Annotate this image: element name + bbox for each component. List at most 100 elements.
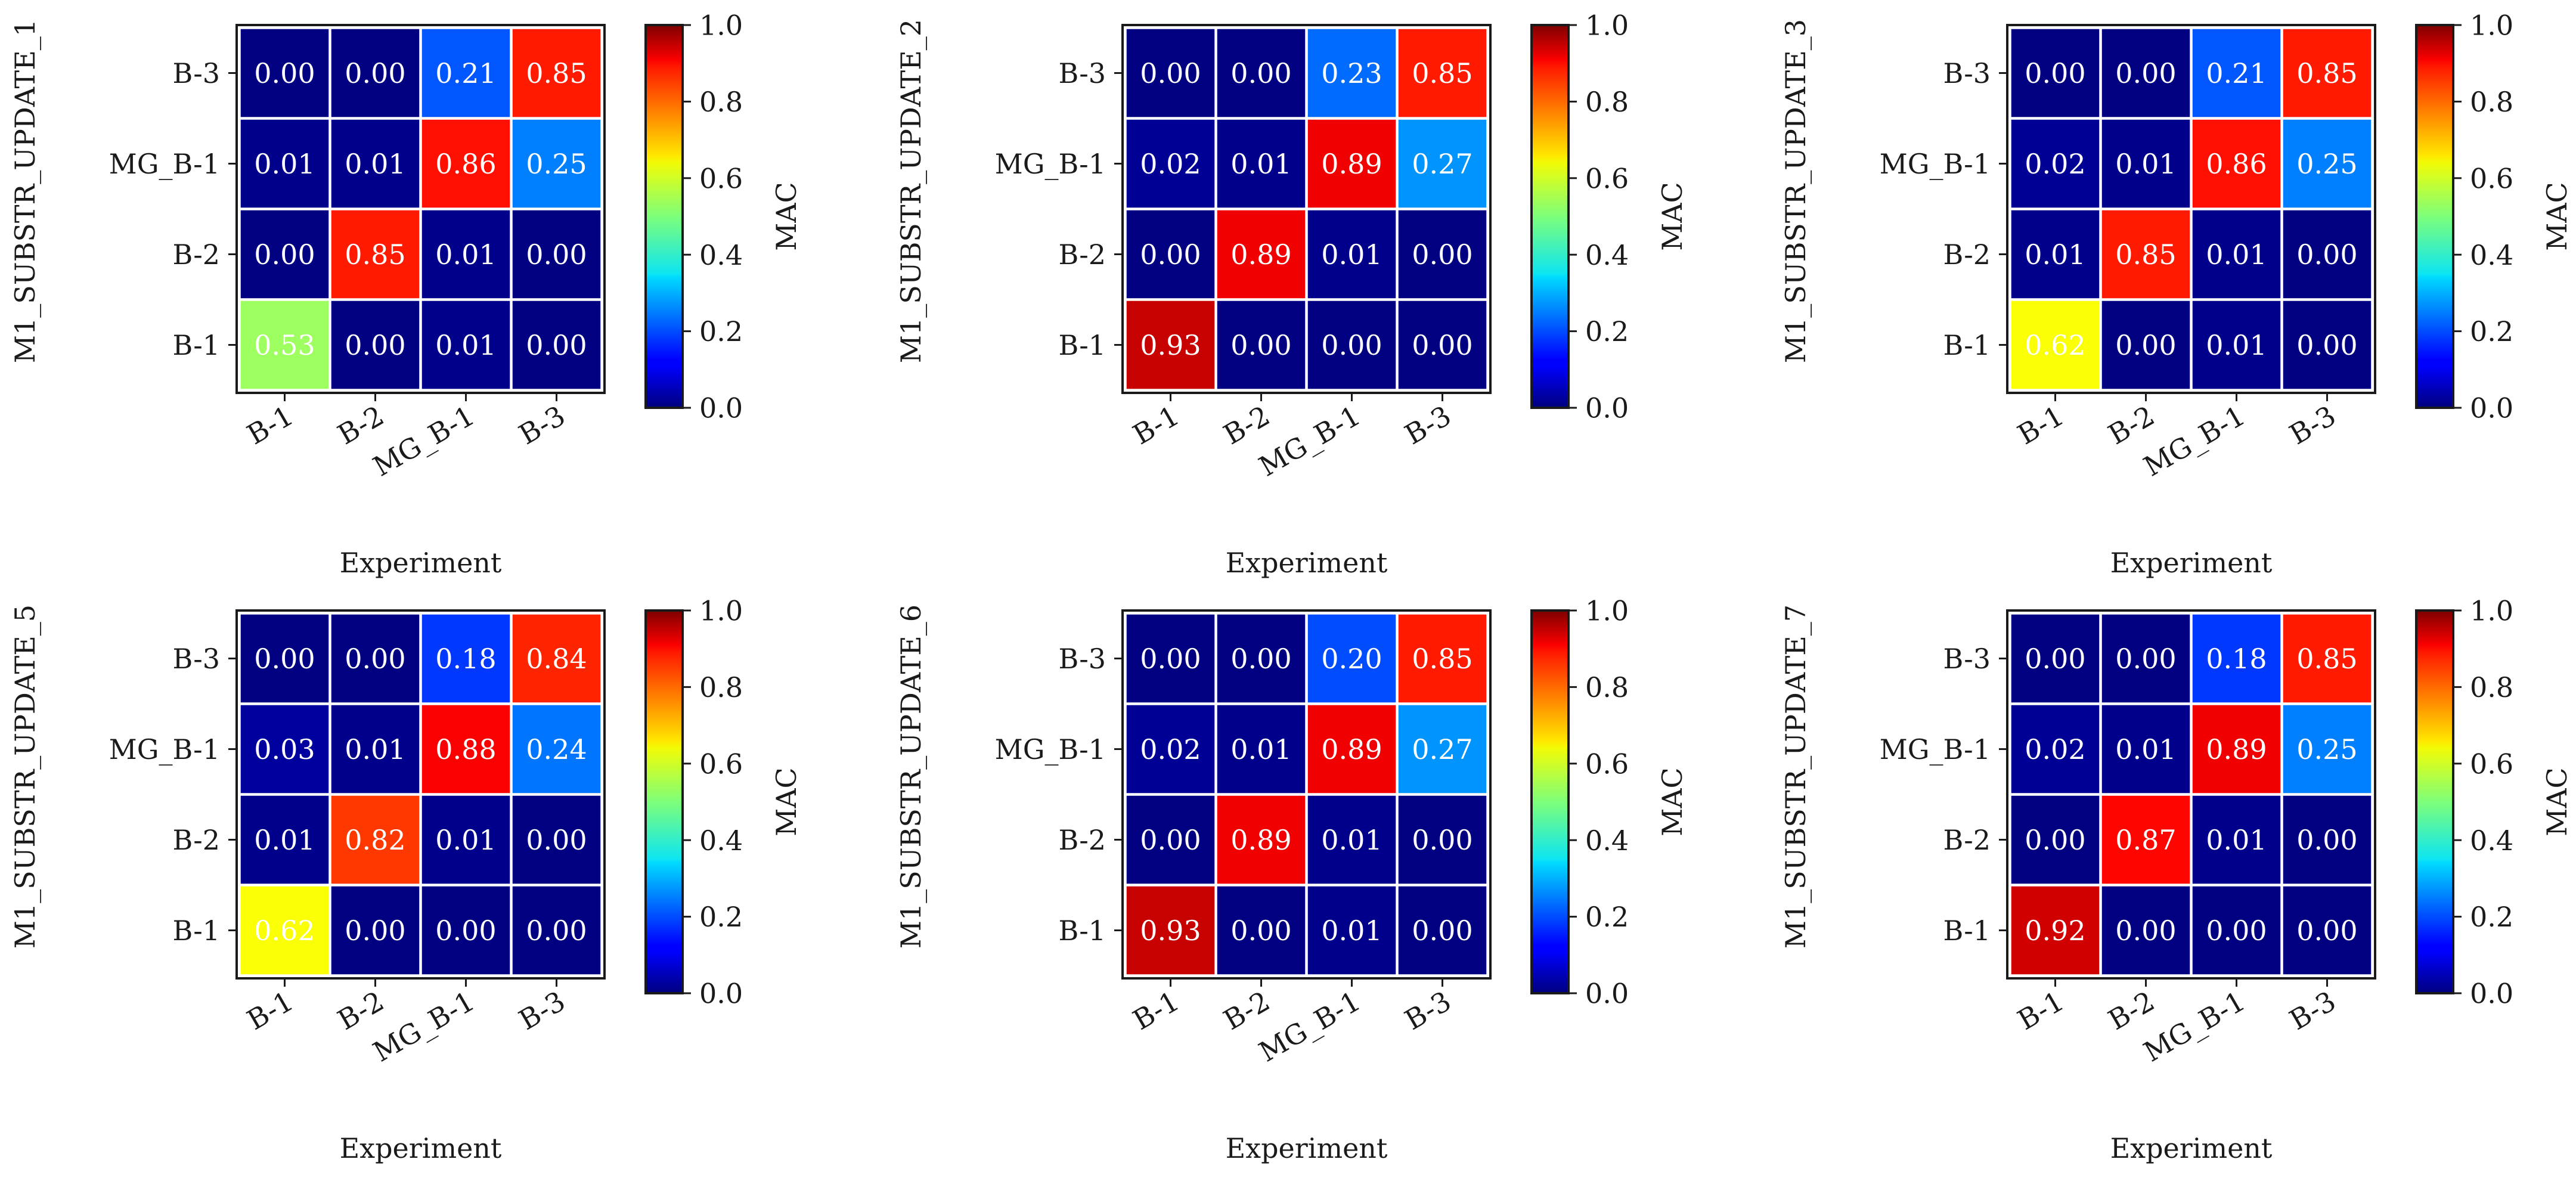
heatmap-cell	[2283, 210, 2372, 299]
cell-value-label: 0.25	[526, 148, 587, 180]
cell-value-label: 0.00	[526, 915, 587, 947]
heatmap-cell	[2192, 795, 2281, 884]
cell-value-label: 0.00	[2025, 643, 2085, 675]
y-tick-label: B-2	[1943, 238, 1991, 271]
y-tick-label: B-3	[173, 643, 220, 675]
cell-value-label: 0.00	[345, 643, 405, 675]
heatmap-cell	[2101, 705, 2190, 794]
cell-value-label: 0.01	[2115, 733, 2176, 765]
heatmap-cell	[1307, 29, 1396, 117]
cell-value-label: 0.00	[345, 915, 405, 947]
colorbar-tick-label: 0.6	[1585, 748, 1629, 780]
x-axis-title: Experiment	[340, 1132, 502, 1164]
y-tick-label: B-1	[1943, 329, 1991, 361]
y-tick-label: MG_B-1	[109, 733, 220, 765]
y-axis-title: M1_SUBSTR_UPDATE_5	[9, 605, 41, 949]
heatmap-cell	[240, 29, 329, 117]
cell-value-label: 0.00	[1140, 238, 1201, 271]
heatmap-cell	[512, 795, 601, 884]
y-tick-label: MG_B-1	[109, 148, 220, 180]
heatmap-cell	[2011, 795, 2100, 884]
heatmap-cell	[1217, 119, 1306, 208]
y-tick-label: MG_B-1	[1880, 733, 1991, 765]
cell-value-label: 0.00	[435, 915, 496, 947]
colorbar-title: MAC	[2541, 182, 2573, 251]
cell-value-label: 0.00	[1140, 643, 1201, 675]
x-tick-label: B-2	[1218, 399, 1275, 451]
cell-value-label: 0.01	[435, 824, 496, 856]
cell-value-label: 0.89	[1321, 148, 1382, 180]
x-tick-label: B-2	[1218, 985, 1275, 1036]
cell-value-label: 0.01	[345, 148, 405, 180]
colorbar	[2415, 609, 2454, 994]
x-tick-label: B-1	[1127, 985, 1185, 1036]
heatmap-cell	[240, 705, 329, 794]
y-tick-label: B-1	[173, 329, 220, 361]
heatmap-panel-2: 0.93 0.00 0.00 0.000.00 0.89 0.01 0.000.02 0.01…	[895, 10, 1688, 579]
heatmap-cell	[2283, 614, 2372, 703]
cell-value-label: 0.00	[2115, 915, 2176, 947]
cell-value-label: 0.27	[1412, 733, 1473, 765]
cell-value-label: 0.00	[1412, 915, 1473, 947]
cell-value-label: 0.00	[2025, 824, 2085, 856]
colorbar-tick-label: 0.8	[699, 671, 743, 703]
heatmap-cell	[1307, 886, 1396, 975]
colorbar-tick-label: 0.2	[1585, 315, 1629, 348]
colorbar	[644, 24, 684, 409]
cell-value-label: 0.27	[1412, 148, 1473, 180]
heatmap-cell	[421, 795, 510, 884]
heatmap-cell	[1307, 795, 1396, 884]
heatmap-cell	[2011, 705, 2100, 794]
heatmap-cell	[1398, 210, 1487, 299]
x-tick-label: MG_B-1	[368, 985, 480, 1068]
cell-value-label: 0.01	[2206, 329, 2267, 361]
cell-value-label: 0.85	[2296, 57, 2357, 89]
heatmap-cell	[2101, 614, 2190, 703]
cell-value-label: 0.25	[2296, 148, 2357, 180]
colorbar-tick-label: 1.0	[2470, 595, 2513, 627]
y-tick-label: MG_B-1	[995, 148, 1106, 180]
cell-value-label: 0.89	[1230, 238, 1291, 271]
heatmap-cell	[1217, 29, 1306, 117]
cell-value-label: 0.00	[2296, 824, 2357, 856]
cell-value-label: 0.03	[254, 733, 315, 765]
heatmap-cell	[2283, 300, 2372, 389]
cell-value-label: 0.86	[2206, 148, 2267, 180]
y-axis-title: M1_SUBSTR_UPDATE_3	[1780, 19, 1812, 363]
heatmap-cell	[2192, 705, 2281, 794]
cell-value-label: 0.01	[254, 148, 315, 180]
colorbar-tick-label: 0.0	[2470, 978, 2513, 1010]
cell-value-label: 0.62	[2025, 329, 2085, 361]
cell-value-label: 0.00	[526, 329, 587, 361]
colorbar-tick-label: 0.4	[2470, 239, 2513, 271]
cell-value-label: 0.00	[526, 824, 587, 856]
heatmap-cell	[1126, 29, 1215, 117]
heatmap-cell	[512, 29, 601, 117]
cell-value-label: 0.85	[526, 57, 587, 89]
y-tick-label: B-2	[173, 824, 220, 856]
heatmap-panel-1: 0.53 0.00 0.01 0.000.00 0.85 0.01 0.000.01 0.01…	[9, 10, 802, 579]
cell-value-label: 0.82	[345, 824, 405, 856]
heatmap-cell	[1217, 614, 1306, 703]
heatmap-frame	[2006, 609, 2376, 980]
cell-value-label: 0.02	[1140, 148, 1201, 180]
x-tick-label: B-1	[2012, 985, 2069, 1036]
heatmap-panel-4: 0.62 0.00 0.00 0.000.01 0.82 0.01 0.000.03 0.01…	[9, 595, 802, 1164]
colorbar-tick-label: 1.0	[699, 10, 743, 42]
heatmap-frame	[1121, 609, 1492, 980]
heatmap-cell	[331, 795, 420, 884]
x-tick-label: B-2	[2103, 985, 2160, 1036]
colorbar-tick-label: 0.2	[2470, 315, 2513, 348]
heatmap-cell	[240, 210, 329, 299]
heatmap-cell	[2192, 886, 2281, 975]
colorbar-title: MAC	[770, 767, 802, 836]
y-tick-label: B-1	[1059, 915, 1106, 947]
y-axis-title: M1_SUBSTR_UPDATE_2	[895, 19, 927, 363]
cell-value-label: 0.18	[2206, 643, 2267, 675]
heatmap-frame	[235, 24, 606, 394]
cell-value-label: 0.00	[2296, 329, 2357, 361]
cell-value-label: 0.00	[2206, 915, 2267, 947]
heatmap-frame	[1121, 24, 1492, 394]
heatmap-cell	[1217, 705, 1306, 794]
colorbar-tick-label: 0.6	[1585, 162, 1629, 194]
